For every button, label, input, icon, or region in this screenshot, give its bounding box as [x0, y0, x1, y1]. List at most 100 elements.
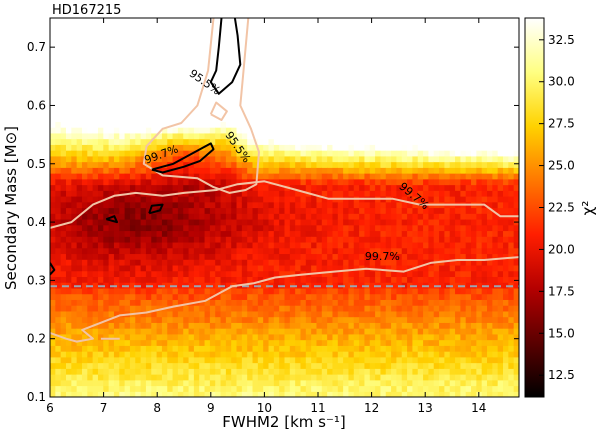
heatmap-cell [247, 127, 254, 134]
heatmap-cell [124, 333, 131, 341]
heatmap-cell [428, 282, 435, 289]
heatmap-cell [444, 310, 451, 318]
heatmap-cell [375, 293, 382, 300]
heatmap-cell [295, 121, 302, 128]
heatmap-cell [199, 230, 206, 237]
heatmap-cell [428, 379, 435, 387]
heatmap-cell [300, 236, 307, 243]
heatmap-cell [263, 173, 270, 180]
heatmap-cell [433, 293, 440, 300]
heatmap-cell [193, 310, 200, 318]
heatmap-cell [289, 46, 296, 54]
heatmap-cell [348, 155, 355, 163]
heatmap-cell [76, 293, 83, 300]
heatmap-cell [311, 247, 318, 255]
heatmap-cell [108, 155, 115, 163]
heatmap-cell [113, 46, 120, 54]
heatmap-cell [193, 356, 200, 364]
heatmap-cell [327, 374, 334, 381]
heatmap-cell [193, 287, 200, 295]
heatmap-cell [396, 190, 403, 197]
heatmap-cell [135, 98, 142, 105]
heatmap-cell [55, 109, 62, 117]
heatmap-cell [247, 345, 254, 352]
heatmap-cell [55, 253, 62, 260]
heatmap-cell [412, 305, 419, 312]
heatmap-cell [50, 46, 56, 54]
heatmap-cell [124, 328, 131, 335]
heatmap-cell [449, 138, 456, 145]
heatmap-cell [71, 109, 78, 117]
heatmap-cell [204, 144, 211, 151]
heatmap-cell [433, 184, 440, 191]
heatmap-cell [364, 310, 371, 318]
heatmap-cell [81, 247, 88, 255]
heatmap-cell [444, 322, 451, 329]
heatmap-cell [124, 98, 131, 105]
heatmap-cell [97, 259, 104, 266]
heatmap-cell [444, 333, 451, 341]
heatmap-cell [284, 173, 291, 180]
heatmap-cell [439, 161, 445, 168]
heatmap-cell [353, 132, 360, 140]
heatmap-cell [172, 351, 179, 358]
heatmap-cell [135, 259, 142, 266]
heatmap-cell [241, 138, 248, 145]
heatmap-cell [50, 92, 56, 99]
heatmap-cell [225, 58, 232, 65]
heatmap-cell [156, 213, 163, 220]
heatmap-cell [289, 75, 296, 82]
heatmap-cell [177, 75, 184, 82]
heatmap-cell [369, 322, 376, 329]
heatmap-cell [391, 276, 398, 283]
heatmap-cell [343, 138, 350, 145]
heatmap-cell [199, 190, 206, 197]
heatmap-cell [401, 322, 408, 329]
heatmap-cell [145, 322, 152, 329]
heatmap-cell [193, 391, 200, 397]
heatmap-cell [305, 305, 312, 312]
heatmap-cell [369, 259, 376, 266]
heatmap-cell [353, 339, 360, 346]
heatmap-cell [449, 259, 456, 266]
heatmap-cell [300, 52, 307, 59]
heatmap-cell [76, 236, 83, 243]
heatmap-cell [423, 121, 429, 128]
heatmap-cell [257, 196, 264, 203]
heatmap-cell [380, 23, 387, 31]
heatmap-cell [65, 224, 72, 232]
heatmap-cell [124, 316, 131, 323]
heatmap-cell [231, 305, 238, 312]
heatmap-cell [444, 305, 451, 312]
heatmap-cell [65, 310, 72, 318]
heatmap-cell [188, 253, 195, 260]
heatmap-cell [327, 213, 334, 220]
heatmap-cell [375, 58, 382, 65]
heatmap-cell [295, 339, 302, 346]
heatmap-cell [55, 282, 62, 289]
heatmap-cell [428, 253, 435, 260]
heatmap-cell [76, 218, 83, 226]
heatmap-cell [103, 161, 110, 168]
heatmap-cell [279, 184, 286, 191]
heatmap-cell [50, 316, 56, 323]
heatmap-cell [177, 144, 184, 151]
heatmap-cell [247, 356, 254, 364]
heatmap-cell [92, 287, 99, 295]
heatmap-cell [236, 328, 243, 335]
heatmap-cell [177, 379, 184, 387]
heatmap-cell [241, 385, 248, 392]
heatmap-cell [236, 356, 243, 364]
heatmap-cell [60, 264, 67, 272]
heatmap-cell [252, 270, 259, 278]
heatmap-cell [439, 115, 445, 122]
heatmap-cell [284, 190, 291, 197]
heatmap-cell [316, 150, 323, 157]
heatmap-cell [81, 58, 88, 65]
heatmap-cell [55, 46, 62, 54]
heatmap-cell [364, 150, 371, 157]
heatmap-cell [97, 46, 104, 54]
heatmap-cell [209, 109, 216, 117]
heatmap-cell [252, 339, 259, 346]
heatmap-cell [129, 92, 136, 99]
